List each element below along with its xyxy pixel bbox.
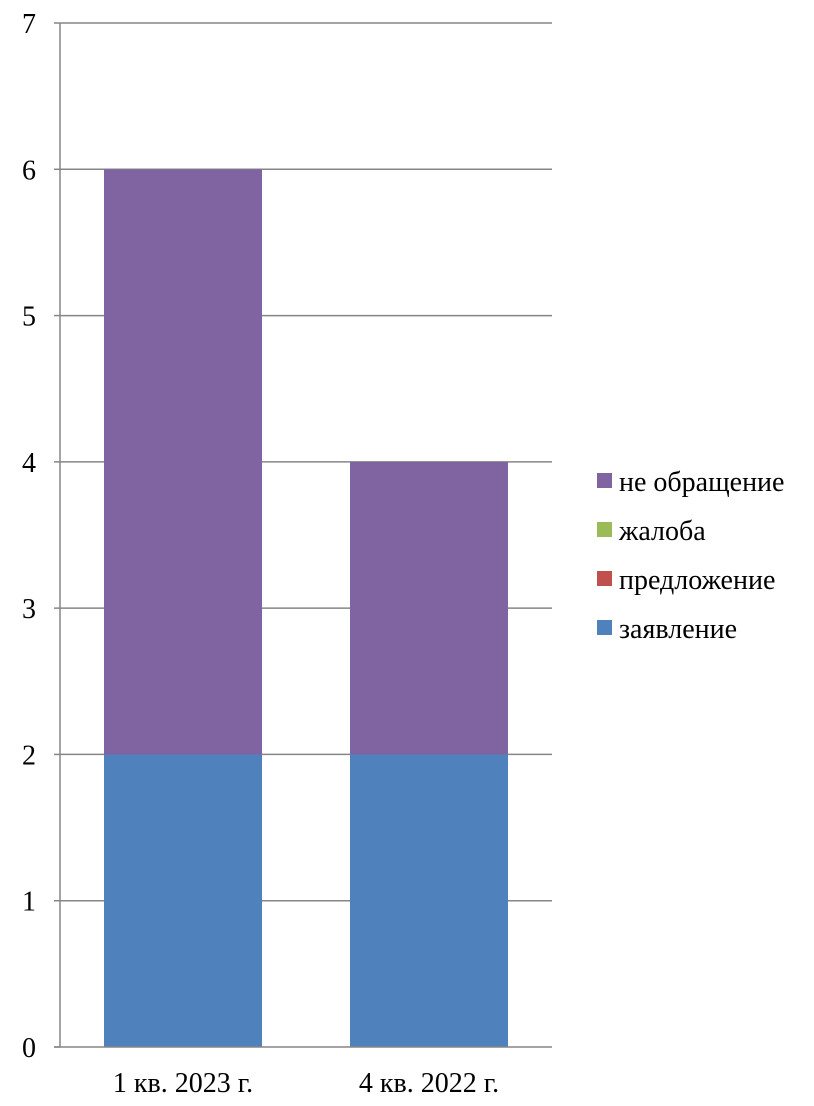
legend-swatch	[597, 571, 612, 586]
legend-swatch	[597, 522, 612, 537]
bar-segment-заявление-0	[104, 754, 262, 1047]
x-category-label: 1 кв. 2023 г.	[113, 1068, 253, 1099]
y-tick-label: 2	[22, 740, 36, 771]
axes	[54, 22, 552, 1048]
bars	[104, 169, 508, 1047]
legend-label: жалоба	[618, 516, 706, 547]
y-tick-label: 5	[22, 302, 36, 333]
legend-swatch	[597, 473, 612, 488]
y-tick-label: 7	[22, 9, 36, 40]
axis-labels: 0 1 2 3 4 5 6 7 1 кв. 2023 г. 4 кв. 2022 г.	[22, 9, 499, 1099]
legend-label: не обращение	[619, 467, 784, 498]
y-tick-label: 0	[22, 1033, 36, 1064]
y-tick-label: 1	[22, 887, 36, 918]
bar-segment-не-обращение-0	[104, 169, 262, 755]
legend-label: заявление	[619, 614, 737, 645]
bar-segment-не-обращение-1	[350, 461, 508, 755]
legend: не обращение жалоба предложение заявление	[597, 467, 784, 645]
y-tick-label: 6	[22, 155, 36, 186]
bar-segment-заявление-1	[350, 754, 508, 1047]
legend-label: предложение	[619, 565, 775, 596]
y-tick-label: 3	[22, 594, 36, 625]
x-category-label: 4 кв. 2022 г.	[359, 1068, 499, 1099]
legend-swatch	[597, 620, 612, 635]
y-tick-label: 4	[22, 448, 36, 479]
